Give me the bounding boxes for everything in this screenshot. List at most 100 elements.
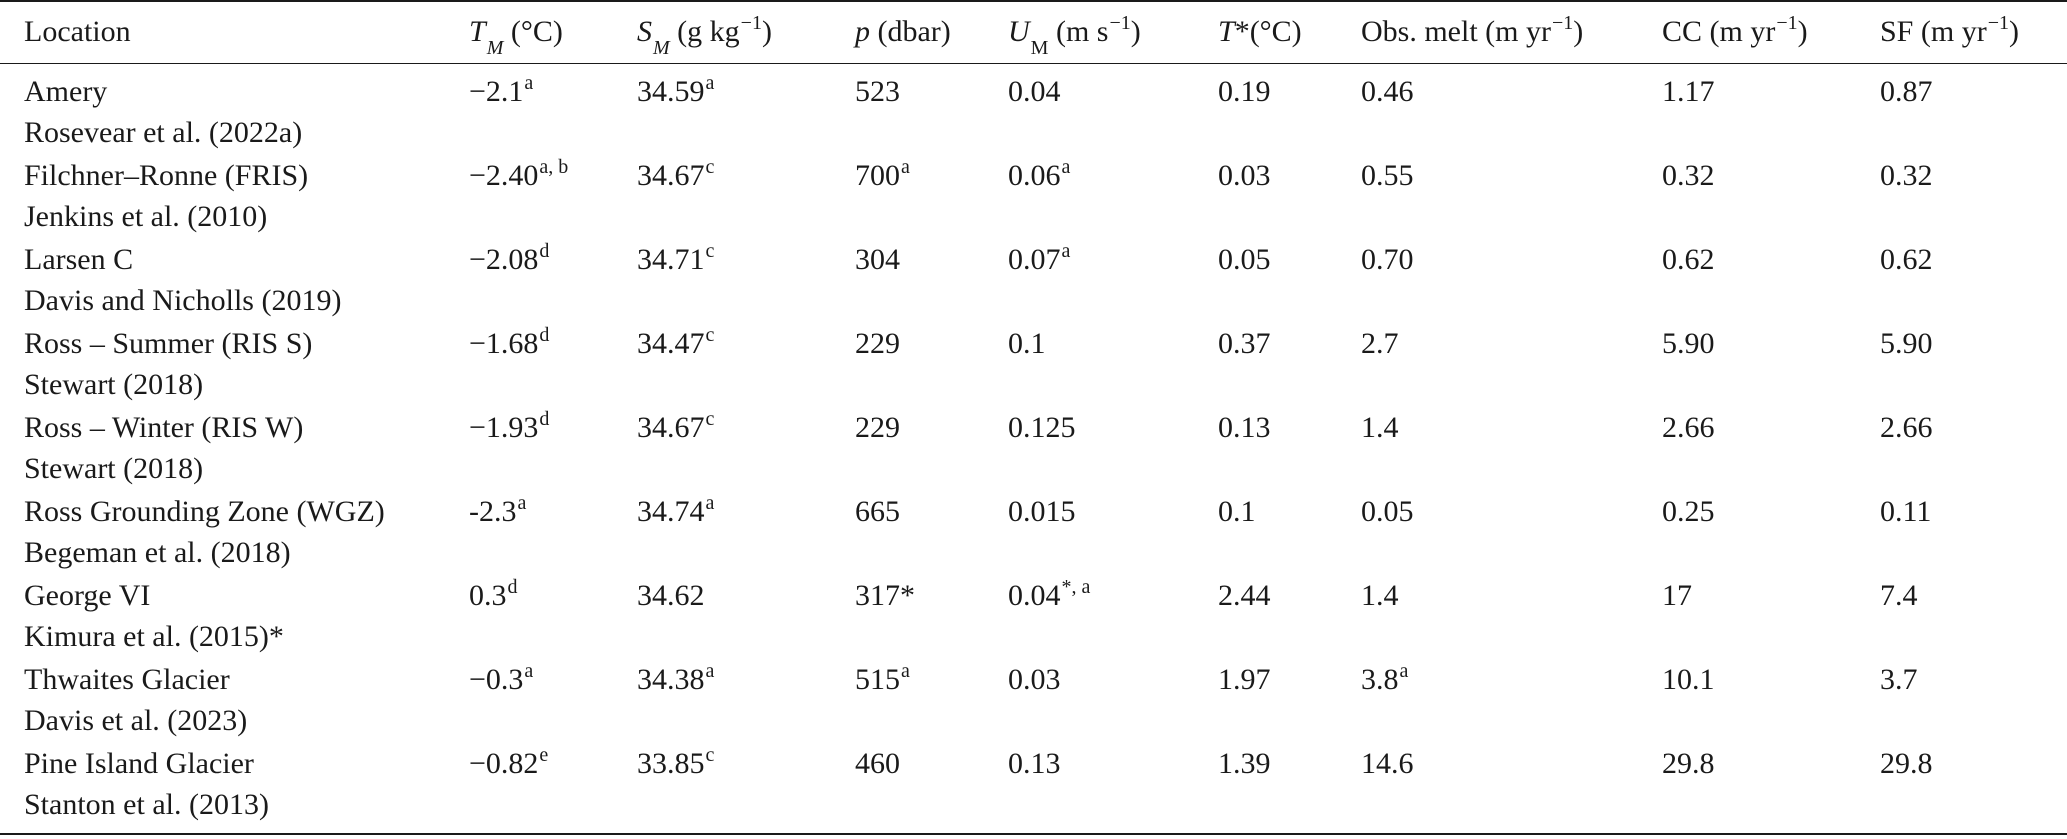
cell-um: 0.015 — [1008, 492, 1076, 532]
cell-tm-value: −2.08 — [469, 243, 539, 276]
cell-location: Filchner–Ronne (FRIS) — [24, 159, 309, 192]
cell-citation: Davis and Nicholls (2019) — [24, 284, 342, 317]
cell-cc-value: 0.62 — [1662, 243, 1715, 276]
cell-obs-melt-value: 0.55 — [1361, 159, 1414, 192]
header-tstar: T*(°C) — [1218, 12, 1302, 52]
cell-sm: 34.74a — [637, 492, 714, 532]
cell-cc-value: 5.90 — [1662, 327, 1715, 360]
cell-um-value: 0.06 — [1008, 159, 1061, 192]
cell-obs-melt: 0.46 — [1361, 72, 1414, 112]
cell-obs-melt-value: 0.46 — [1361, 75, 1414, 108]
header-sm-exponent: −1 — [740, 12, 762, 34]
cell-p-value: 229 — [855, 327, 900, 360]
header-location: Location — [24, 12, 131, 52]
header-obs-exponent: −1 — [1551, 12, 1574, 34]
cell-location: George VI — [24, 579, 151, 612]
header-cc-label: CC (m yr — [1662, 15, 1776, 48]
header-tm-unit: (°C) — [503, 15, 563, 48]
header-rule — [0, 63, 2067, 64]
cell-um: 0.03 — [1008, 660, 1061, 700]
header-p-unit: (dbar) — [870, 15, 951, 48]
bottom-rule — [0, 833, 2067, 835]
cell-sm-value: 34.59 — [637, 75, 705, 108]
cell-tstar: 0.13 — [1218, 408, 1271, 448]
cell-sm: 34.67c — [637, 408, 714, 448]
cell-tm-footnote: d — [539, 240, 550, 262]
header-sf-exponent: −1 — [1987, 12, 2009, 34]
header-p: p (dbar) — [855, 12, 951, 52]
cell-sm-footnote: c — [705, 744, 715, 766]
cell-sm-footnote: a — [705, 72, 715, 94]
header-sm: SM (g kg−1) — [637, 12, 772, 58]
cell-p: 700a — [855, 156, 910, 196]
cell-sm-value: 34.74 — [637, 495, 705, 528]
cell-cc-value: 1.17 — [1662, 75, 1715, 108]
cell-um: 0.06a — [1008, 156, 1070, 196]
cell-sm-footnote: c — [705, 240, 715, 262]
cell-citation: Rosevear et al. (2022a) — [24, 116, 303, 149]
cell-tm: −0.82e — [469, 744, 548, 784]
cell-tm: −2.1a — [469, 72, 533, 112]
table-row: Larsen C Davis and Nicholls (2019) −2.08d 3… — [0, 240, 2067, 324]
cell-citation: Stewart (2018) — [24, 368, 204, 401]
cell-tstar-value: 0.05 — [1218, 243, 1271, 276]
header-um-unit: (m s — [1048, 15, 1109, 48]
cell-tstar-value: 1.39 — [1218, 747, 1271, 780]
cell-cc-value: 0.25 — [1662, 495, 1715, 528]
header-obs-close: ) — [1573, 15, 1584, 48]
cell-sm: 34.47c — [637, 324, 714, 364]
header-um-close: ) — [1130, 15, 1141, 48]
cell-p-value: 700 — [855, 159, 900, 192]
cell-sm-value: 34.38 — [637, 663, 705, 696]
cell-p-value: 665 — [855, 495, 900, 528]
table-row: Thwaites Glacier Davis et al. (2023) −0.3a… — [0, 660, 2067, 744]
cell-tstar: 1.39 — [1218, 744, 1271, 784]
cell-sf-value: 29.8 — [1880, 747, 1933, 780]
header-p-symbol: p — [855, 15, 870, 48]
cell-p-value: 515 — [855, 663, 900, 696]
cell-tstar-value: 0.37 — [1218, 327, 1271, 360]
cell-sm-footnote: c — [705, 408, 715, 430]
cell-obs-melt-value: 2.7 — [1361, 327, 1399, 360]
cell-p: 229 — [855, 324, 900, 364]
cell-obs-melt-value: 3.8 — [1361, 663, 1399, 696]
cell-location: Ross Grounding Zone (WGZ) — [24, 495, 385, 528]
cell-tm-footnote: d — [507, 576, 518, 598]
cell-p: 229 — [855, 408, 900, 448]
cell-cc-value: 17 — [1662, 579, 1692, 612]
header-obs-melt: Obs. melt (m yr−1) — [1361, 12, 1583, 52]
cell-cc: 0.62 — [1662, 240, 1715, 280]
cell-sf-value: 2.66 — [1880, 411, 1933, 444]
cell-sm: 33.85c — [637, 744, 714, 784]
cell-sm-footnote: a — [705, 492, 715, 514]
cell-tm-value: −0.3 — [469, 663, 524, 696]
cell-sm-footnote: c — [705, 156, 715, 178]
header-um-subscript: M — [1030, 37, 1049, 59]
cell-citation: Stewart (2018) — [24, 452, 204, 485]
cell-obs-melt-value: 14.6 — [1361, 747, 1414, 780]
cell-tm: −1.68d — [469, 324, 549, 364]
cell-cc: 5.90 — [1662, 324, 1715, 364]
cell-um: 0.1 — [1008, 324, 1046, 364]
table-row: George VI Kimura et al. (2015)* 0.3d 34.62 3… — [0, 576, 2067, 660]
cell-obs-melt-value: 0.70 — [1361, 243, 1414, 276]
cell-citation: Jenkins et al. (2010) — [24, 200, 268, 233]
cell-obs-melt: 0.55 — [1361, 156, 1414, 196]
cell-tm-footnote: e — [539, 744, 549, 766]
cell-sf: 0.11 — [1880, 492, 1931, 532]
cell-p: 317* — [855, 576, 915, 616]
cell-tm: -2.3a — [469, 492, 526, 532]
cell-p-footnote: a — [901, 660, 910, 682]
cell-um: 0.125 — [1008, 408, 1076, 448]
cell-tm-value: −2.40 — [469, 159, 539, 192]
cell-tstar: 2.44 — [1218, 576, 1271, 616]
cell-obs-melt-footnote: a — [1399, 660, 1409, 682]
cell-um-footnote: *, a — [1061, 576, 1091, 598]
cell-p-value: 304 — [855, 243, 900, 276]
cell-tstar: 0.05 — [1218, 240, 1271, 280]
cell-tm-value: −2.1 — [469, 75, 524, 108]
header-tm: TM (°C) — [469, 12, 563, 58]
cell-tm-footnote: d — [539, 324, 550, 346]
cell-sm: 34.62 — [637, 576, 705, 616]
